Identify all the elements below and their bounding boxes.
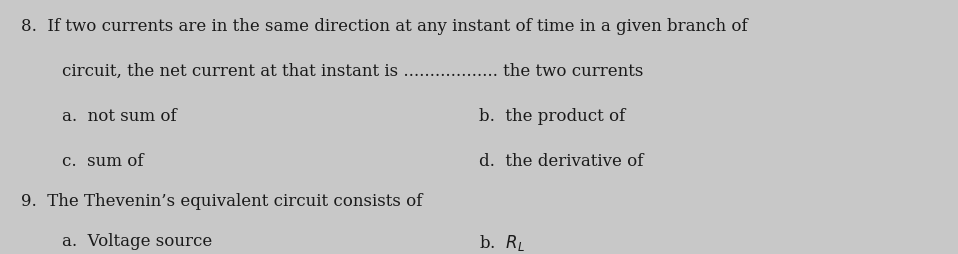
Text: 9.  The Thevenin’s equivalent circuit consists of: 9. The Thevenin’s equivalent circuit con…: [21, 192, 422, 209]
Text: circuit, the net current at that instant is .................. the two currents: circuit, the net current at that instant…: [62, 62, 644, 79]
Text: d.  the derivative of: d. the derivative of: [479, 152, 644, 169]
Text: b.  the product of: b. the product of: [479, 108, 626, 125]
Text: c.  sum of: c. sum of: [62, 152, 144, 169]
Text: a.  Voltage source: a. Voltage source: [62, 232, 213, 249]
Text: b.  $R_L$: b. $R_L$: [479, 232, 525, 252]
Text: a.  not sum of: a. not sum of: [62, 108, 177, 125]
Text: 8.  If two currents are in the same direction at any instant of time in a given : 8. If two currents are in the same direc…: [21, 18, 747, 35]
